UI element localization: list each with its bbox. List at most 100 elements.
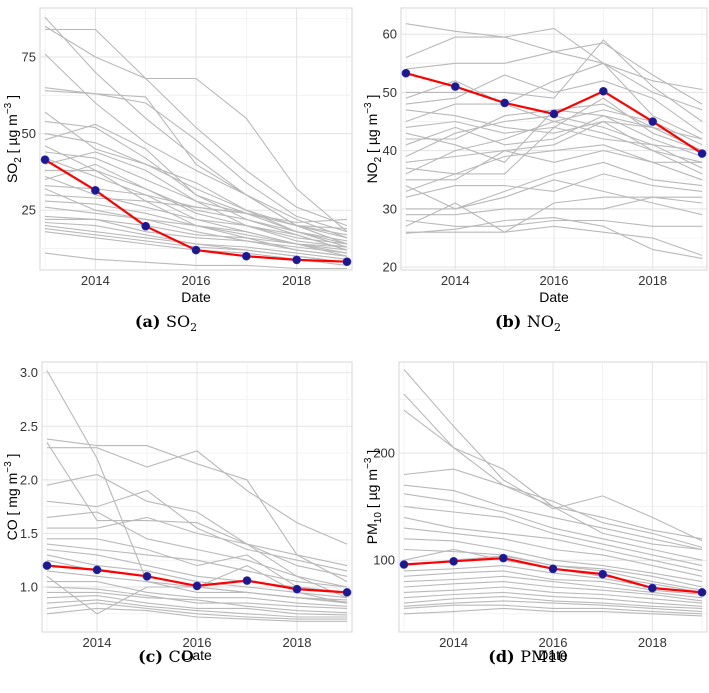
y-tick-label: 75 — [22, 50, 36, 65]
y-tick-label: 2.0 — [20, 472, 38, 487]
station-series-line — [405, 225, 703, 256]
station-series-line — [46, 595, 348, 616]
station-series-line — [403, 468, 703, 540]
panel-caption: (a) SO2 — [135, 312, 197, 334]
mean-point — [242, 576, 252, 585]
station-series-line — [47, 447, 348, 545]
station-series-line — [403, 604, 703, 615]
mean-point — [191, 245, 201, 255]
station-series-line — [405, 173, 703, 198]
mean-point — [192, 581, 202, 591]
station-series-line — [44, 206, 348, 257]
station-series-line — [403, 409, 703, 548]
station-series-line — [403, 575, 703, 599]
mean-point — [292, 584, 302, 594]
x-tick-label: 2016 — [182, 273, 211, 288]
station-series-line — [403, 586, 703, 604]
station-series-line — [403, 484, 703, 551]
mean-point — [401, 68, 411, 78]
station-series-line — [46, 570, 348, 603]
y-tick-label: 25 — [22, 203, 36, 218]
station-series-line — [405, 62, 703, 140]
mean-point — [342, 588, 352, 597]
station-series-line — [47, 581, 348, 607]
station-series-line — [44, 25, 348, 227]
mean-point — [500, 98, 509, 108]
mean-point — [40, 155, 50, 164]
x-tick-label: 2018 — [282, 273, 311, 288]
x-tick-label: 2014 — [81, 273, 110, 288]
station-series-line — [45, 218, 348, 254]
station-series-line — [403, 600, 703, 613]
station-series-line — [405, 219, 703, 227]
mean-point — [42, 561, 52, 570]
station-series-line — [44, 194, 348, 230]
station-series-line — [403, 607, 703, 617]
station-series-line — [45, 28, 348, 233]
station-series-line — [405, 179, 703, 216]
y-tick-label: 1.0 — [20, 580, 38, 595]
station-series-line — [403, 581, 703, 602]
station-series-line — [405, 27, 703, 111]
mean-point — [599, 86, 608, 96]
y-tick-label: 20 — [383, 260, 397, 275]
x-tick-label: 2014 — [439, 635, 468, 650]
station-series-line — [46, 543, 348, 588]
station-series-line — [46, 586, 348, 609]
mean-point — [449, 556, 458, 566]
x-tick-label: 2014 — [441, 273, 470, 288]
panel-caption: (c) CO — [138, 647, 194, 666]
mean-point — [598, 569, 607, 579]
x-tick-label: 2016 — [540, 273, 569, 288]
station-series-line — [405, 144, 703, 192]
station-series-line — [46, 489, 348, 572]
station-series-line — [403, 596, 703, 609]
station-series-line — [46, 599, 347, 618]
mean-point — [242, 251, 251, 261]
x-axis-label: Date — [539, 289, 569, 305]
mean-point — [548, 564, 558, 574]
chart-panel-pm10: 2014 2016 2018 100 200 Date PM10 [ µg m−3 ] (d)… — [363, 361, 708, 666]
mean-point — [91, 186, 100, 195]
panel-caption: (d) PM10 — [488, 647, 567, 666]
y-axis-label: SO2 [ µg m−3 ] — [3, 95, 24, 183]
mean-point — [549, 109, 559, 119]
station-series-line — [405, 196, 703, 233]
y-axis-label: NO2 [ µg m−3 ] — [363, 95, 384, 184]
x-tick-label: 2018 — [638, 273, 667, 288]
mean-point — [697, 149, 707, 158]
y-tick-label: 200 — [373, 446, 395, 461]
station-series-line — [47, 591, 348, 614]
station-series-line — [403, 527, 703, 577]
mean-point — [648, 583, 657, 593]
y-axis-label: PM10 [ µg m−3 ] — [363, 450, 384, 544]
station-series-line — [46, 511, 348, 588]
y-tick-label: 2.5 — [20, 419, 38, 434]
station-series-line — [405, 39, 703, 122]
x-tick-label: 2014 — [83, 635, 112, 650]
y-tick-label: 3.0 — [20, 365, 38, 380]
chart-panel-no2: 2014 2016 2018 20 30 40 50 60 Date NO2 [ µg m−3 ]… — [363, 7, 708, 334]
panel-caption: (b) NO2 — [495, 312, 561, 334]
mean-point — [697, 588, 707, 597]
y-axis-label: CO [ mg m−3 ] — [3, 454, 20, 541]
mean-point — [142, 571, 152, 581]
x-axis-label: Date — [182, 647, 212, 663]
station-series-line — [46, 607, 347, 622]
station-series-line — [44, 225, 348, 260]
chart-panel-so2: 2014 2016 2018 25 50 75 Date SO2 [ µg m−3 ] (a) … — [3, 7, 353, 334]
y-tick-label: 1.5 — [20, 526, 38, 541]
station-series-line — [405, 74, 703, 134]
mean-point — [141, 221, 150, 231]
x-tick-label: 2018 — [638, 635, 667, 650]
station-series-line — [403, 369, 703, 542]
station-series-line — [403, 493, 703, 561]
mean-point — [92, 565, 102, 575]
station-series-line — [44, 53, 348, 239]
station-series-line — [46, 602, 347, 620]
mean-point — [292, 255, 301, 265]
station-series-line — [46, 473, 348, 567]
x-axis-label: Date — [181, 289, 211, 305]
station-series-line — [44, 252, 347, 270]
